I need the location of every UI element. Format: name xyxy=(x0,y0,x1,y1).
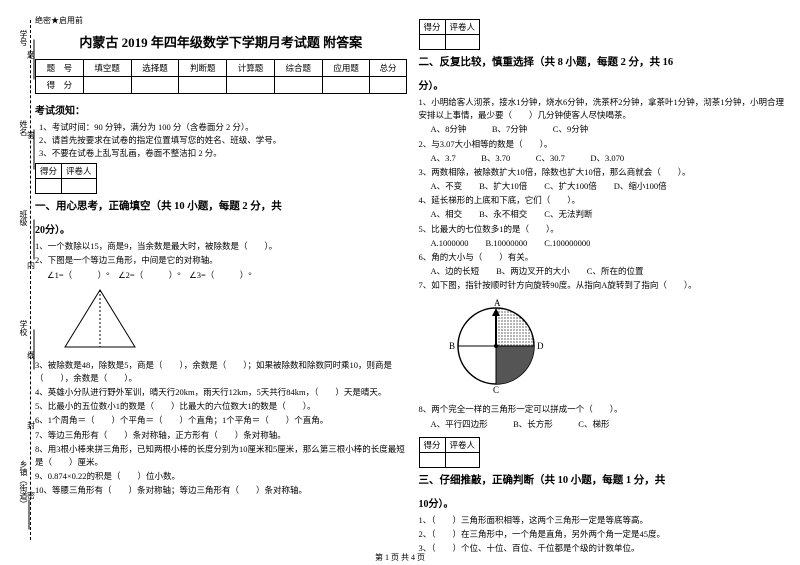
cell: 得 分 xyxy=(36,77,84,94)
options: A、不变 B、扩大10倍 C、扩大100倍 D、缩小100倍 xyxy=(431,180,791,193)
question: 3、被除数是48，除数是5，商是（ ），余数是（ ）；如果被除数和除数同时乘10… xyxy=(35,359,407,385)
options: A.1000000 B.10000000 C.100000000 xyxy=(431,237,791,250)
score-cell[interactable] xyxy=(419,35,445,50)
seal-char: 封 xyxy=(27,420,35,431)
cell: 评卷人 xyxy=(445,20,480,35)
notice-heading: 考试须知： xyxy=(35,102,407,117)
question: 4、英雄小分队进行野外军训，晴天行20km，雨天行12km，5天共行84km，（… xyxy=(35,386,407,399)
label-number: 学号 xyxy=(18,30,29,46)
notice-line: 1、考试时间：90 分钟，满分为 100 分（含卷面分 2 分）。 xyxy=(39,121,407,134)
seal-line xyxy=(30,20,31,540)
question: 1、小明给客人沏茶，接水1分钟，烧水6分钟，洗茶杯2分钟，拿茶叶1分钟，沏茶1分… xyxy=(419,96,791,122)
page-footer: 第 1 页 共 4 页 xyxy=(0,552,800,563)
question: 8、用3根小棒来拼三角形，已知两根小棒的长度分别为10厘米和5厘米，那么第三根小… xyxy=(35,443,407,469)
score-table: 题 号 填空题 选择题 判断题 计算题 综合题 应用题 总分 得 分 xyxy=(35,59,407,94)
secret-label: 绝密★启用前 xyxy=(35,15,407,26)
table-row: 题 号 填空题 选择题 判断题 计算题 综合题 应用题 总分 xyxy=(36,60,407,77)
svg-text:A: A xyxy=(494,299,501,308)
score-cell[interactable] xyxy=(83,77,131,94)
right-column: 得分评卷人 二、反复比较，慎重选择（共 8 小题，每题 2 分，共 16 分）。… xyxy=(419,15,791,555)
section-3-title: 三、仔细推敲，正确判断（共 10 小题，每题 1 分，共 xyxy=(419,475,666,486)
grader-cell[interactable] xyxy=(445,452,480,467)
score-cell[interactable] xyxy=(36,179,62,194)
score-cell[interactable] xyxy=(419,452,445,467)
question: 9、0.874×0.22的积是（ ）位小数。 xyxy=(35,470,407,483)
options: A、3.7 B、3.70 C、30.7 D、3.070 xyxy=(431,152,791,165)
grader-table: 得分评卷人 xyxy=(35,163,97,194)
triangle-figure xyxy=(55,287,145,352)
cell: 综合题 xyxy=(274,60,322,77)
svg-text:C: C xyxy=(493,385,499,394)
grader-cell[interactable] xyxy=(62,179,97,194)
binding-margin: 学号 姓名 班级 学校 乡镇（街道） 题 答 内 线 封 密 xyxy=(0,0,32,565)
score-cell[interactable] xyxy=(274,77,322,94)
question: 2、下图是一个等边三角形，中间是它的对称轴。 xyxy=(35,254,407,267)
page-content: 绝密★启用前 内蒙古 2019 年四年级数学下学期月考试题 附答案 题 号 填空… xyxy=(0,0,800,565)
table-row: 得 分 xyxy=(36,77,407,94)
cell: 判断题 xyxy=(179,60,227,77)
options: A、边的长短 B、两边叉开的大小 C、所在的位置 xyxy=(431,265,791,278)
question-sub: ∠1=（ ）° ∠2=（ ）° ∠3=（ ）° xyxy=(47,269,407,282)
question: 5、比最大的七位数多1的是（ ）。 xyxy=(419,223,791,236)
label-school: 学校 xyxy=(18,320,29,336)
question: 2、与3.07大小相等的数是（ ）。 xyxy=(419,138,791,151)
question: 7、等边三角形有（ ）条对称轴，正方形有（ ）条对称轴。 xyxy=(35,429,407,442)
cell: 计算题 xyxy=(227,60,275,77)
question: 2、（ ）在三角形中，一个角是直角，另外两个角一定是45度。 xyxy=(419,528,791,541)
left-column: 绝密★启用前 内蒙古 2019 年四年级数学下学期月考试题 附答案 题 号 填空… xyxy=(35,15,407,555)
grader-table: 得分评卷人 xyxy=(419,437,481,468)
circle-figure: A B C D xyxy=(441,299,551,394)
question: 7、如下图，指针按顺时针方向旋转90度。从指向A旋转到了指向（ ）。 xyxy=(419,279,791,292)
question: 4、延长梯形的上底和下底，它们（ ）。 xyxy=(419,194,791,207)
exam-title: 内蒙古 2019 年四年级数学下学期月考试题 附答案 xyxy=(35,32,407,51)
label-class: 班级 xyxy=(18,210,29,226)
question: 3、两数相除，被除数扩大10倍，除数也扩大10倍，那么商就会（ ）。 xyxy=(419,166,791,179)
seal-char: 线 xyxy=(27,350,35,361)
svg-text:B: B xyxy=(449,341,455,351)
notice-line: 2、请首先按要求在试卷的指定位置填写您的姓名、班级、学号。 xyxy=(39,134,407,147)
cell: 评卷人 xyxy=(62,164,97,179)
question: 10、等腰三角形有（ ）条对称轴；等边三角形有（ ）条对称轴。 xyxy=(35,484,407,497)
seal-char: 答 xyxy=(27,130,35,141)
score-cell[interactable] xyxy=(370,77,406,94)
section-2-title: 二、反复比较，慎重选择（共 8 小题，每题 2 分，共 16 xyxy=(419,57,674,68)
options: A、平行四边形 B、长方形 C、梯形 xyxy=(431,418,791,431)
question: 6、角的大小与（ ）有关。 xyxy=(419,251,791,264)
cell: 评卷人 xyxy=(445,437,480,452)
cell: 选择题 xyxy=(131,60,179,77)
grader-table: 得分评卷人 xyxy=(419,19,481,50)
question: 5、比最小的五位数小1的数是（ ）比最大的六位数大1的数是（ ）。 xyxy=(35,400,407,413)
cell: 总分 xyxy=(370,60,406,77)
grader-cell[interactable] xyxy=(445,35,480,50)
blank-class[interactable] xyxy=(34,220,43,260)
seal-char: 内 xyxy=(27,260,35,271)
seal-char: 密 xyxy=(27,490,35,501)
cell: 得分 xyxy=(419,20,445,35)
score-cell[interactable] xyxy=(179,77,227,94)
svg-text:D: D xyxy=(537,341,544,351)
question: 6、1个周角＝（ ）个平角＝（ ）个直角；1个平角＝（ ）个直角。 xyxy=(35,414,407,427)
cell: 得分 xyxy=(419,437,445,452)
notice-line: 3、不要在试卷上乱写乱画，卷面不整洁扣 2 分。 xyxy=(39,147,407,160)
section-3-points: 10分）。 xyxy=(419,495,791,510)
cell: 应用题 xyxy=(322,60,370,77)
question: 1、（ ）三角形面积相等，这两个三角形一定是等底等高。 xyxy=(419,514,791,527)
cell: 题 号 xyxy=(36,60,84,77)
score-cell[interactable] xyxy=(227,77,275,94)
question: 1、一个数除以15，商是9，当余数是最大时，被除数是（ ）。 xyxy=(35,240,407,253)
section-2-points: 分）。 xyxy=(419,77,791,92)
options: A、相交 B、永不相交 C、无法判断 xyxy=(431,208,791,221)
cell: 填空题 xyxy=(83,60,131,77)
score-cell[interactable] xyxy=(131,77,179,94)
seal-char: 题 xyxy=(27,50,35,61)
section-1-points: 20分）。 xyxy=(35,221,407,236)
question: 8、两个完全一样的三角形一定可以拼成一个（ ）。 xyxy=(419,403,791,416)
options: A、8分钟 B、7分钟 C、9分钟 xyxy=(431,123,791,136)
score-cell[interactable] xyxy=(322,77,370,94)
section-1-title: 一、用心思考，正确填空（共 10 小题，每题 2 分，共 xyxy=(35,201,282,212)
